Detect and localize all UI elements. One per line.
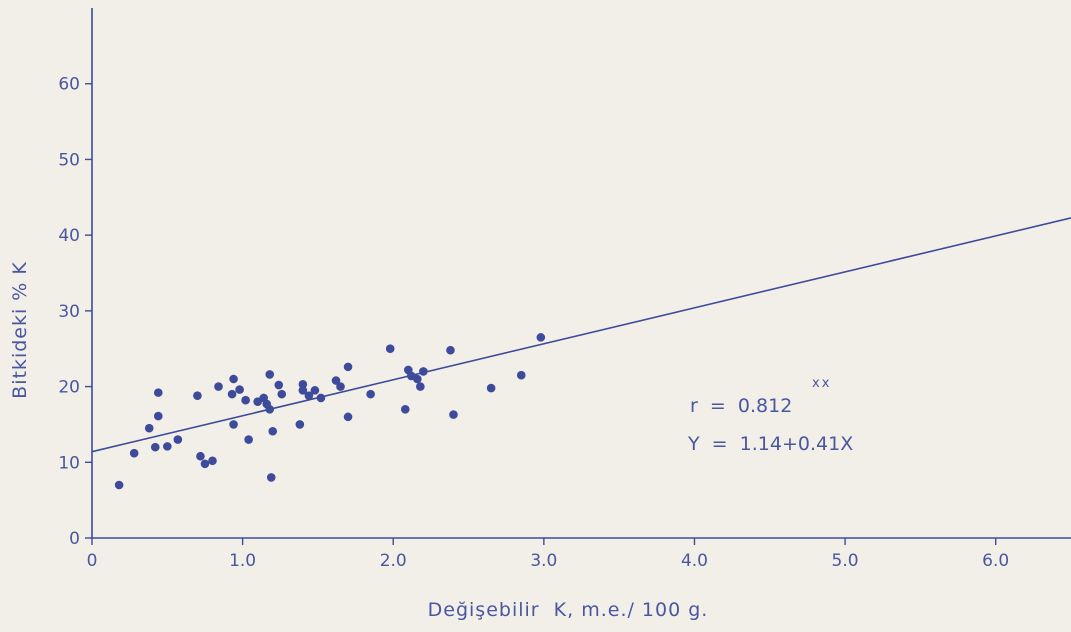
data-point <box>214 382 223 391</box>
data-point <box>144 423 154 433</box>
x-tick-label: 4.0 <box>681 551 708 571</box>
data-point <box>229 374 238 384</box>
y-tick-label: 50 <box>58 150 80 170</box>
y-tick-label: 20 <box>58 378 80 398</box>
regression-layer <box>91 217 1071 453</box>
data-point <box>298 380 308 389</box>
data-point <box>385 344 395 354</box>
data-point <box>268 426 278 436</box>
data-point <box>244 435 253 444</box>
y-axis-title: Bitkideki % K <box>9 261 31 399</box>
data-point <box>208 456 217 466</box>
correlation-label: r = 0.812 <box>690 395 792 417</box>
data-point <box>486 383 496 393</box>
data-point <box>227 389 237 399</box>
data-point <box>265 370 275 379</box>
data-point <box>316 393 326 403</box>
x-axis-title: Değişebilir K, m.e./ 100 g. <box>428 599 709 621</box>
data-point <box>343 412 353 422</box>
y-tick-label: 40 <box>58 226 80 246</box>
data-point <box>366 389 375 399</box>
y-tick-label: 60 <box>58 75 80 95</box>
data-point <box>129 448 139 458</box>
x-tick-label: 5.0 <box>832 551 859 571</box>
x-tick-label: 1.0 <box>229 551 256 571</box>
data-points <box>114 333 546 490</box>
x-tick-label: 6.0 <box>982 551 1009 571</box>
data-point <box>295 420 305 429</box>
data-point <box>153 388 163 397</box>
data-point <box>400 404 410 414</box>
data-point <box>419 367 428 376</box>
data-point <box>266 473 276 482</box>
y-tick-label: 0 <box>69 529 80 549</box>
data-point <box>331 376 341 385</box>
data-point <box>153 411 163 421</box>
axes <box>91 8 1071 539</box>
y-tick-label: 10 <box>58 453 80 473</box>
data-point <box>413 374 422 384</box>
data-point <box>235 385 244 394</box>
data-point <box>277 389 287 399</box>
data-point <box>536 333 546 342</box>
data-point <box>193 391 202 400</box>
data-point <box>274 380 284 390</box>
data-point <box>241 395 250 405</box>
data-point <box>336 382 345 391</box>
regression-equation: Y = 1.14+0.41X <box>687 433 853 455</box>
data-point <box>163 442 172 451</box>
y-tick-label: 30 <box>58 302 80 322</box>
data-point <box>114 480 124 490</box>
data-point <box>196 451 205 461</box>
data-point <box>200 459 210 469</box>
data-point <box>298 386 308 395</box>
data-point <box>173 435 183 444</box>
data-point <box>446 345 455 355</box>
ticks: 0 1.0 2.0 3.0 4.0 5.0 6.0 0 10 20 30 40 50 60 <box>58 75 1009 571</box>
data-point <box>343 362 353 372</box>
data-point <box>416 382 425 391</box>
x-tick-label: 3.0 <box>530 551 557 571</box>
x-tick-label: 2.0 <box>380 551 407 571</box>
regression-line <box>91 217 1071 453</box>
data-point <box>449 410 458 419</box>
x-tick-label: 0 <box>87 551 98 571</box>
data-point <box>265 404 275 414</box>
data-point <box>304 391 314 400</box>
data-point <box>150 442 160 452</box>
correlation-superscript: xx <box>812 376 831 391</box>
data-point <box>516 370 526 380</box>
data-point <box>310 386 320 395</box>
data-point <box>229 420 238 429</box>
